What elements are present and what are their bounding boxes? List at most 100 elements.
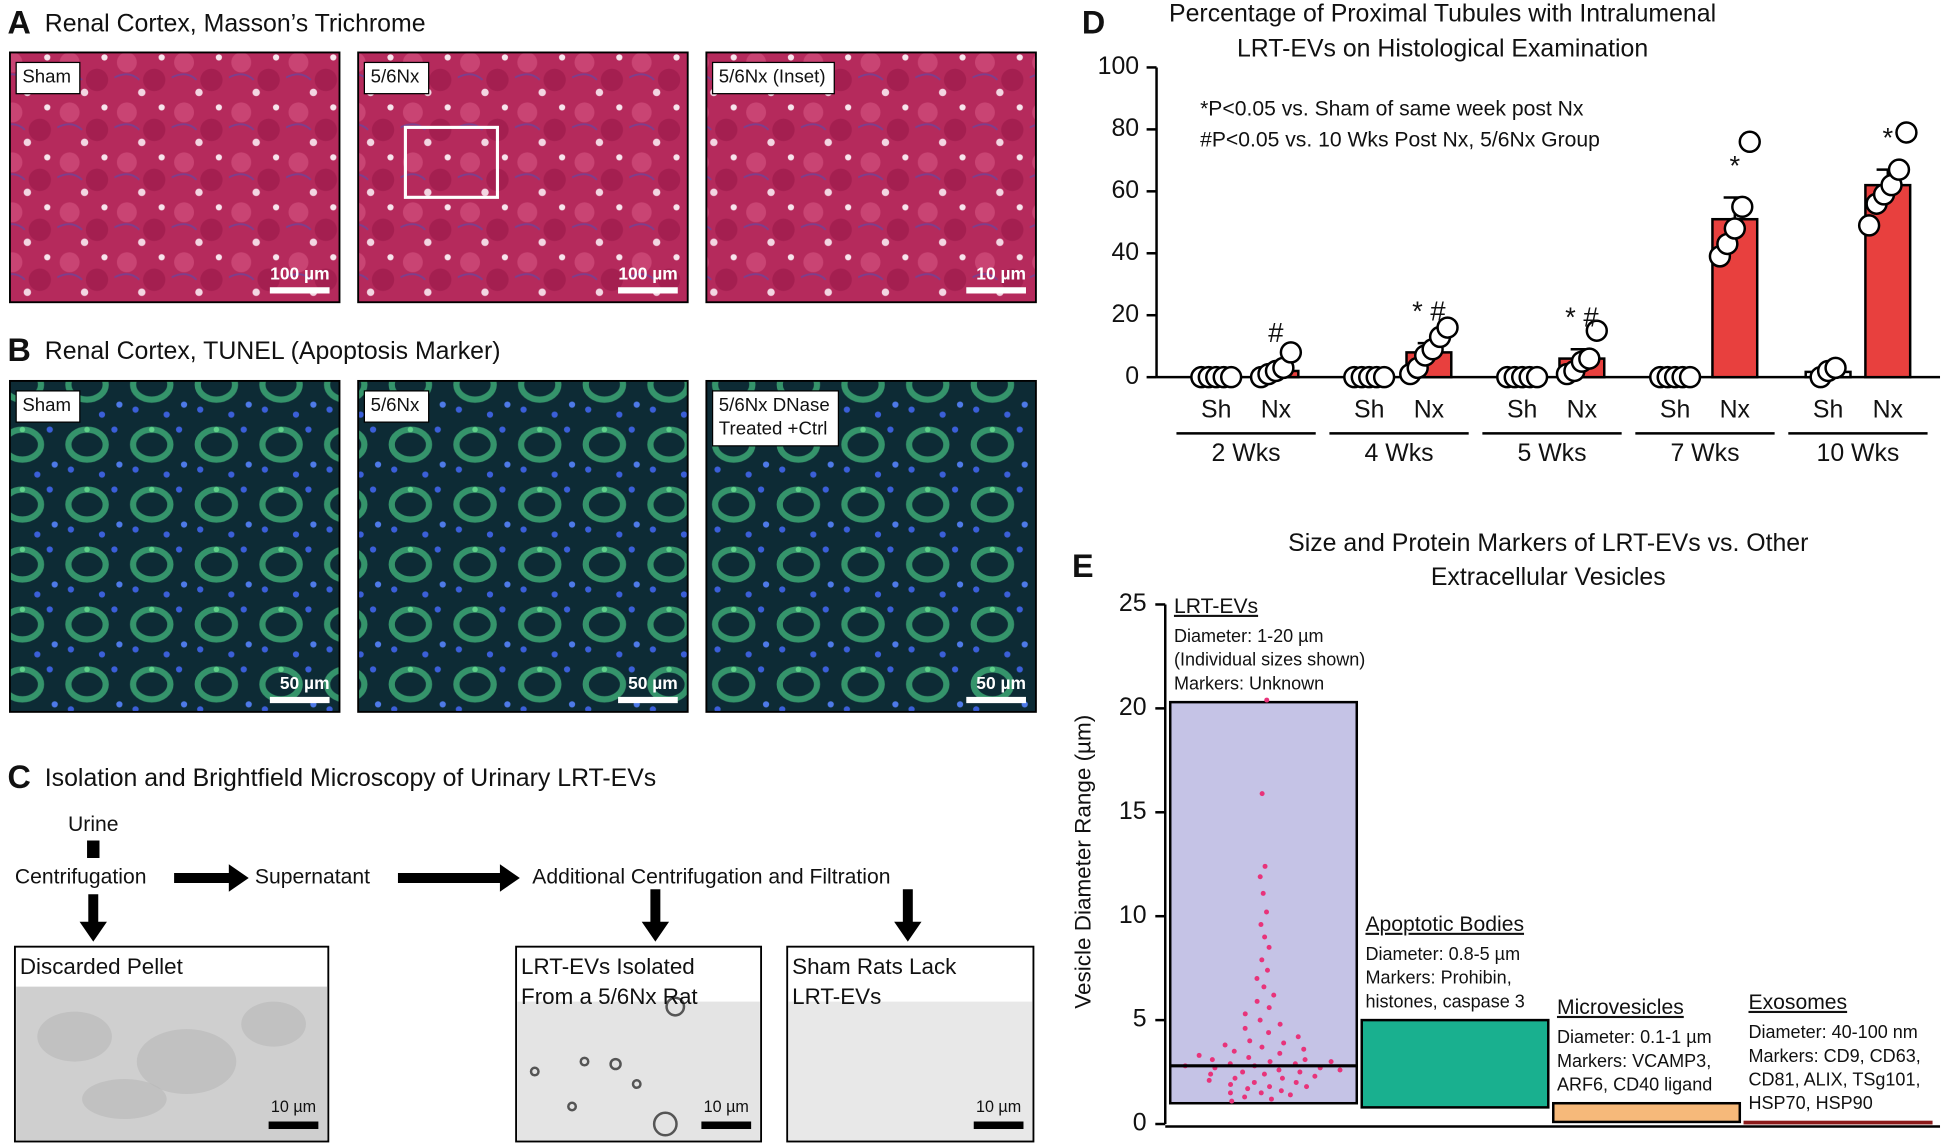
range-box <box>1360 1018 1550 1109</box>
pellet-texture <box>37 1011 112 1062</box>
pellet-texture <box>82 1079 167 1120</box>
image-label: Sham <box>15 390 81 423</box>
vesicle-point <box>1264 909 1270 915</box>
vesicle-point <box>1208 1071 1214 1077</box>
series-description: Markers: Unknown <box>1174 673 1324 693</box>
panel-title: Renal Cortex, Masson’s Trichrome <box>45 10 426 38</box>
image-label-box <box>363 390 430 423</box>
vesicle-point <box>1242 1025 1248 1031</box>
vesicle-point <box>1261 1071 1267 1077</box>
vesicle-point <box>1209 1057 1215 1063</box>
image-label: Sham <box>15 61 81 95</box>
image-label-text: 5/6Nx (Inset) <box>719 65 826 86</box>
vesicle-point <box>1258 922 1264 928</box>
vesicle-point <box>1257 874 1263 880</box>
data-point <box>1436 316 1459 339</box>
data-point <box>1887 158 1911 181</box>
x-tick-label: Nx <box>1567 395 1598 423</box>
vesicle-image <box>665 996 686 1017</box>
brightfield-image <box>517 1001 760 1141</box>
step-label: Additional Centrifugation and Filtration <box>532 866 890 889</box>
group-label: 10 Wks <box>1817 439 1900 467</box>
photo-label: From a 5/6Nx Rat <box>521 984 698 1009</box>
y-tick-label: 10 <box>1119 901 1147 929</box>
vesicle-point <box>1328 1059 1334 1065</box>
vesicle-point <box>1228 1082 1234 1088</box>
y-tick-label: 0 <box>1125 362 1139 390</box>
vesicle-point <box>1247 1038 1253 1044</box>
x-tick-label: Sh <box>1660 395 1690 423</box>
arrow <box>397 864 520 892</box>
y-tick-label: 0 <box>1133 1109 1147 1137</box>
vesicle-point <box>1196 1052 1202 1058</box>
range-box <box>1168 700 1359 1105</box>
vesicle-point <box>1222 1042 1228 1048</box>
x-tick-label: Sh <box>1354 395 1384 423</box>
panel-title: Renal Cortex, TUNEL (Apoptosis Marker) <box>45 337 501 365</box>
y-tick-label: 80 <box>1111 114 1139 142</box>
chart-title: LRT-EVs on Histological Examination <box>1237 35 1648 63</box>
micrograph <box>357 379 689 713</box>
arrow <box>641 889 670 942</box>
scale-bar-label: 10 µm <box>976 1098 1021 1116</box>
vesicle-point <box>1258 1090 1264 1096</box>
image-label-box <box>363 61 430 95</box>
scale-bar-label: 100 µm <box>618 263 677 283</box>
vesicle-point <box>1276 1067 1282 1073</box>
group-label: 4 Wks <box>1365 439 1434 467</box>
vesicle-point <box>1293 1079 1299 1085</box>
panel-letter: E <box>1072 548 1094 584</box>
vesicle-point <box>1262 863 1268 869</box>
data-point <box>1723 217 1747 240</box>
y-tick-label: 25 <box>1119 589 1147 617</box>
scale-bar <box>269 287 330 294</box>
chart-note: *P<0.05 vs. Sham of same week post Nx <box>1200 97 1584 120</box>
series-description: Diameter: 40-100 nm <box>1749 1022 1918 1042</box>
vesicle-point <box>1206 1077 1212 1083</box>
series-description: HSP70, HSP90 <box>1749 1093 1873 1113</box>
y-tick-label: 20 <box>1111 300 1139 328</box>
data-point <box>1857 214 1881 237</box>
data-point <box>1372 365 1396 389</box>
photo-label: LRT-EVs <box>792 984 881 1009</box>
y-tick-label: 60 <box>1111 176 1139 204</box>
significance-mark: # <box>1268 317 1284 348</box>
vesicle-point <box>1337 1067 1343 1073</box>
image-label-box <box>711 390 840 447</box>
image-label-text: 5/6Nx DNase <box>719 394 830 415</box>
data-point <box>1585 319 1608 342</box>
pellet-texture <box>241 1001 306 1047</box>
scale-bar-label: 100 µm <box>270 263 329 283</box>
vesicle-point <box>1242 1094 1248 1100</box>
vesicle-point <box>1267 1084 1273 1090</box>
vesicle-point <box>1287 1092 1293 1098</box>
step-label: Centrifugation <box>15 866 147 889</box>
series-description: ARF6, CD40 ligand <box>1557 1074 1712 1094</box>
vesicle-point <box>1254 976 1260 982</box>
brightfield-image <box>788 1001 1033 1141</box>
data-point <box>1279 341 1303 364</box>
y-axis-title: Vesicle Diameter Range (µm) <box>1070 715 1095 1009</box>
x-tick-label: Sh <box>1813 395 1843 423</box>
significance-mark: * <box>1882 122 1893 153</box>
series-description: CD81, ALIX, TSg101, <box>1749 1069 1921 1089</box>
group-label: 2 Wks <box>1212 439 1281 467</box>
group-label: 5 Wks <box>1517 439 1586 467</box>
vesicle-point <box>1301 1046 1307 1052</box>
vesicle-point <box>1251 1079 1257 1085</box>
range-box <box>1552 1101 1742 1124</box>
vesicle-point <box>1254 998 1260 1004</box>
scale-bar <box>966 287 1026 294</box>
vesicle-point <box>1266 1030 1272 1036</box>
image-label: 5/6Nx <box>363 61 430 95</box>
significance-mark: * # <box>1412 295 1446 326</box>
image-label: 5/6Nx (Inset) <box>711 61 835 95</box>
step-label: Supernatant <box>255 866 370 889</box>
vesicle-point <box>1277 1021 1283 1027</box>
scale-bar-label: 10 µm <box>704 1098 749 1116</box>
image-label-text: 5/6Nx <box>371 65 420 86</box>
micrograph <box>9 379 341 713</box>
x-tick-label: Sh <box>1507 395 1537 423</box>
group-label: 7 Wks <box>1670 439 1739 467</box>
